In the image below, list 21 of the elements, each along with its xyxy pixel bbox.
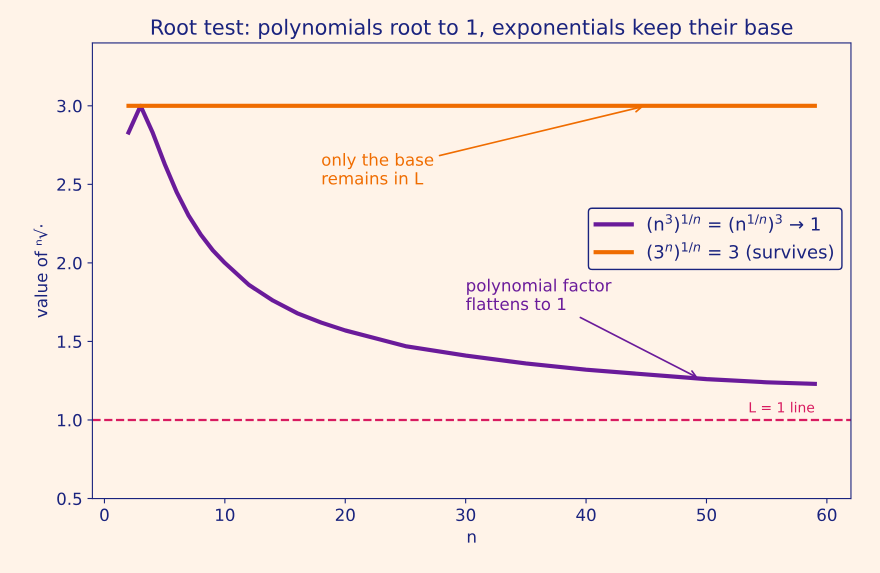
y-tick-label: 3.0	[57, 100, 82, 112]
ref-line-label: L = 1 line	[750, 402, 814, 413]
chart-title: Root test: polynomials root to 1, exponentials keep their base	[152, 18, 792, 39]
x-tick-label: 10	[216, 508, 234, 522]
y-tick-label: 2.5	[57, 178, 82, 191]
x-tick-label: 40	[576, 508, 596, 522]
annotation: polynomial factor flattens to 1	[466, 278, 612, 310]
y-tick-label: 1.0	[58, 414, 82, 427]
y-tick-label: 2.0	[57, 256, 82, 270]
y-axis-title: value of ⁿ√·	[34, 225, 48, 318]
x-tick-label: 20	[336, 508, 355, 522]
x-axis-title: n	[468, 533, 476, 543]
x-tick-label: 30	[456, 508, 476, 522]
x-tick-label: 0	[100, 508, 109, 522]
legend-label: (3$^{n}$)$^{1/n}$ = 3 (survives)	[648, 242, 833, 261]
x-tick-label: 60	[817, 508, 836, 522]
y-tick-label: 0.5	[57, 492, 82, 506]
text: (n$^{3}$)$^{1/n}$ = (n$^{1/n}$)$^{3}$ → 1	[648, 214, 820, 233]
annotation: only the base remains in L	[322, 153, 434, 185]
x-tick-label: 50	[697, 508, 716, 522]
y-tick-label: 1.5	[58, 336, 82, 348]
